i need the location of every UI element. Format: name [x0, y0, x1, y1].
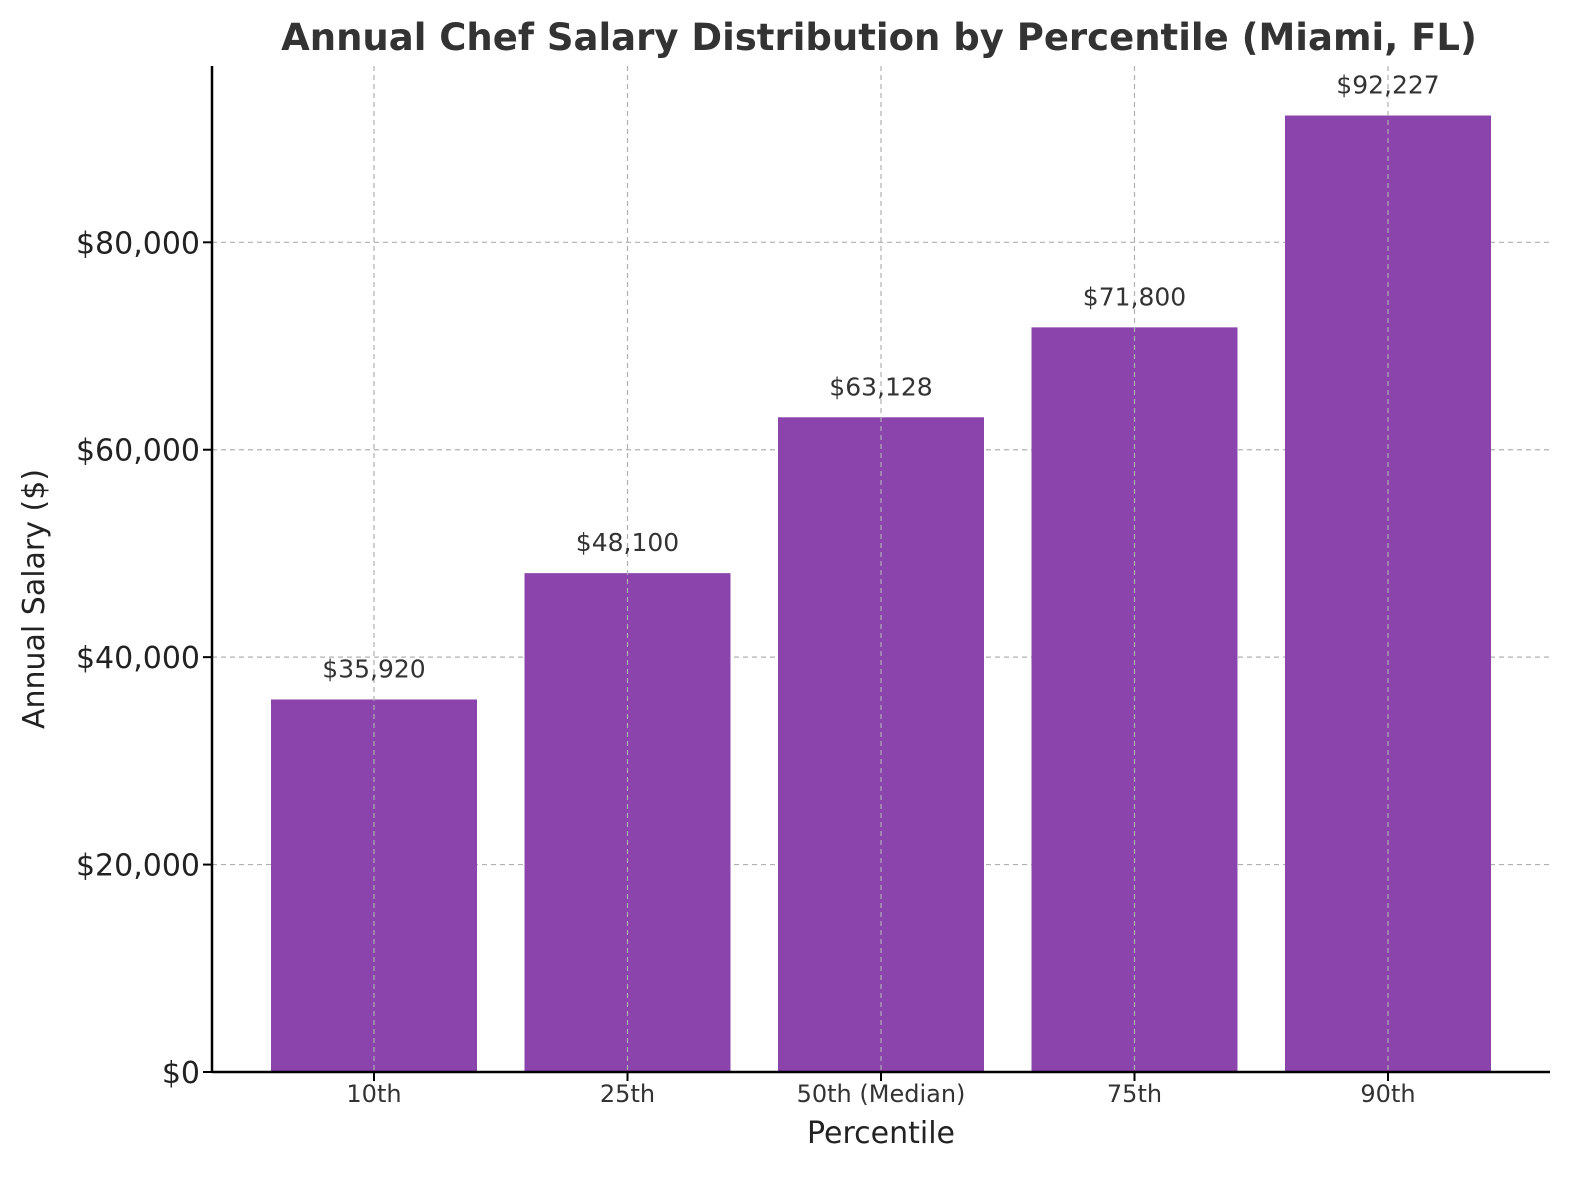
chart-title: Annual Chef Salary Distribution by Perce…	[281, 16, 1477, 59]
data-labels: $35,920 $48,100 $63,128 $71,800 $92,227	[322, 71, 1439, 684]
x-tick-labels: 10th 25th 50th (Median) 75th 90th	[346, 1072, 1416, 1108]
y-tick-label: $20,000	[76, 849, 200, 884]
x-tick-label: 10th	[346, 1080, 401, 1108]
x-tick-label: 90th	[1360, 1080, 1415, 1108]
y-tick-label: $80,000	[76, 226, 200, 261]
x-tick-label: 25th	[600, 1080, 655, 1108]
bar-value-label: $92,227	[1336, 71, 1439, 100]
y-tick-label: $40,000	[76, 641, 200, 676]
bar-value-label: $35,920	[322, 654, 425, 683]
y-tick-label: $0	[162, 1056, 200, 1091]
x-axis-label: Percentile	[807, 1116, 955, 1151]
bar-layer	[271, 66, 1491, 1073]
bar-value-label: $71,800	[1083, 282, 1186, 311]
bar-value-label: $48,100	[576, 528, 679, 557]
bar-value-label: $63,128	[829, 372, 932, 401]
x-tick-label: 75th	[1107, 1080, 1162, 1108]
y-tick-labels: $0 $20,000 $40,000 $60,000 $80,000	[76, 226, 212, 1091]
y-tick-label: $60,000	[76, 434, 200, 469]
y-axis-label: Annual Salary ($)	[17, 469, 52, 729]
x-tick-label: 50th (Median)	[797, 1080, 966, 1108]
